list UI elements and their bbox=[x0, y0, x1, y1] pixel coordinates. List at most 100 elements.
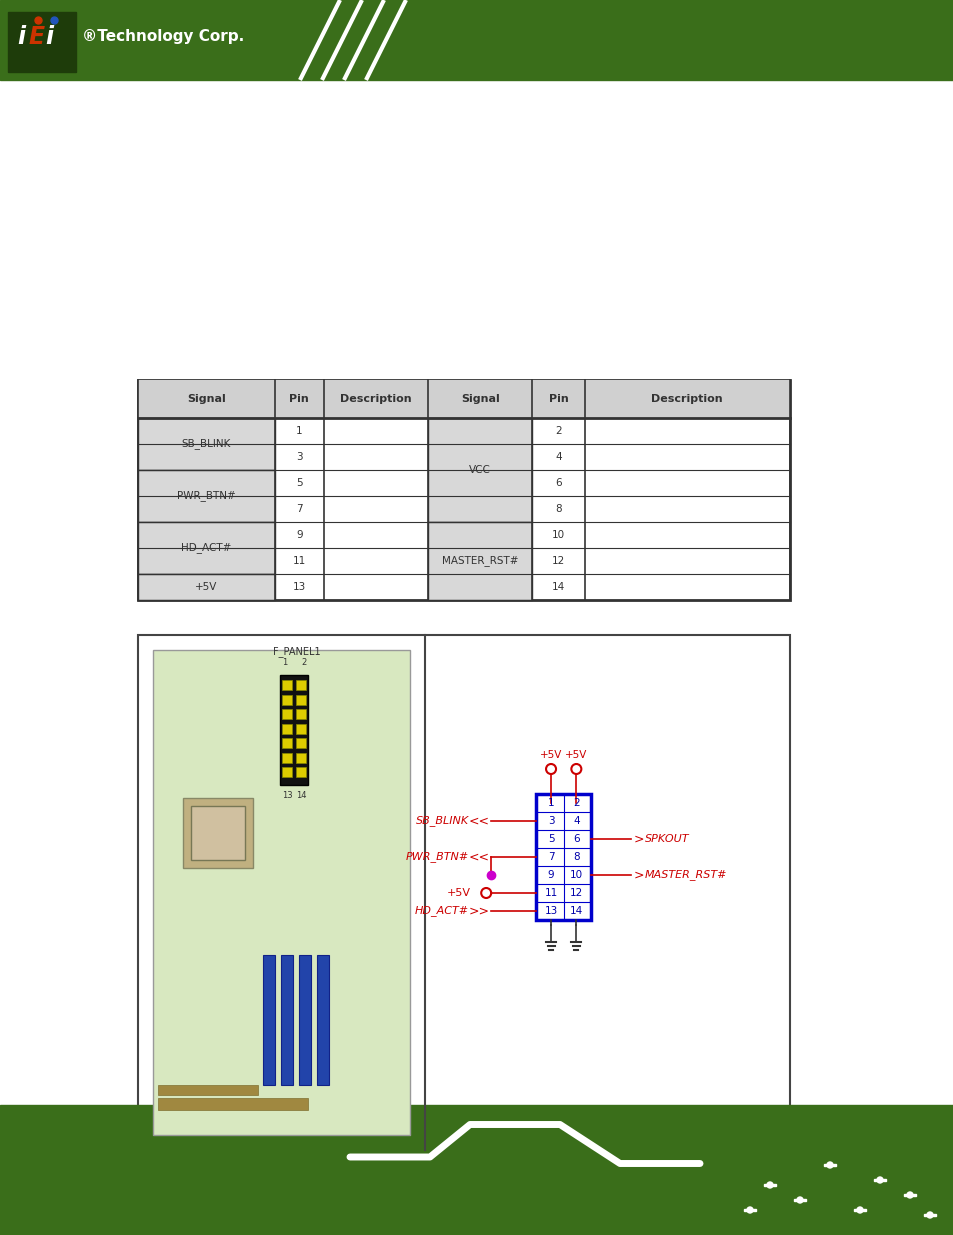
Bar bbox=[298, 955, 311, 1086]
Text: +5V: +5V bbox=[447, 888, 471, 898]
Text: 6: 6 bbox=[573, 834, 579, 844]
Bar bbox=[183, 798, 253, 868]
Text: 11: 11 bbox=[293, 556, 306, 566]
Text: 4: 4 bbox=[555, 452, 561, 462]
Text: +5V: +5V bbox=[564, 750, 587, 760]
Text: +5V: +5V bbox=[539, 750, 561, 760]
Text: i: i bbox=[45, 25, 53, 49]
Bar bbox=[280, 676, 308, 785]
Text: 5: 5 bbox=[295, 478, 302, 488]
Text: 13: 13 bbox=[544, 906, 558, 916]
Text: E: E bbox=[29, 25, 45, 49]
Bar bbox=[743, 1209, 755, 1212]
Text: 7: 7 bbox=[295, 504, 302, 514]
Circle shape bbox=[746, 1207, 752, 1213]
Bar bbox=[853, 1209, 865, 1212]
Bar bbox=[191, 806, 245, 861]
Bar bbox=[282, 709, 292, 719]
Bar bbox=[8, 12, 76, 72]
Bar bbox=[873, 1179, 885, 1181]
Text: Signal: Signal bbox=[187, 394, 226, 404]
Text: 2: 2 bbox=[301, 658, 306, 667]
Bar bbox=[536, 794, 591, 920]
Text: Pin: Pin bbox=[548, 394, 568, 404]
Bar bbox=[281, 955, 293, 1086]
Text: <<: << bbox=[468, 815, 489, 827]
Bar bbox=[0, 0, 953, 80]
Circle shape bbox=[766, 1182, 772, 1188]
Circle shape bbox=[876, 1177, 882, 1183]
Bar bbox=[282, 680, 292, 690]
Text: >: > bbox=[633, 832, 643, 846]
Bar bbox=[296, 724, 306, 734]
Text: 2: 2 bbox=[555, 426, 561, 436]
Bar bbox=[923, 1214, 935, 1216]
Bar bbox=[158, 1086, 257, 1095]
Text: PWR_BTN#: PWR_BTN# bbox=[406, 852, 469, 862]
Text: 13: 13 bbox=[282, 790, 293, 800]
Text: 1: 1 bbox=[547, 798, 554, 808]
Bar bbox=[282, 724, 292, 734]
Bar bbox=[316, 955, 329, 1086]
Text: 14: 14 bbox=[552, 582, 564, 592]
Circle shape bbox=[826, 1162, 832, 1168]
Text: 3: 3 bbox=[547, 816, 554, 826]
Text: i: i bbox=[17, 25, 25, 49]
Text: 10: 10 bbox=[569, 869, 582, 881]
Text: Signal: Signal bbox=[460, 394, 499, 404]
Bar bbox=[138, 522, 274, 574]
Circle shape bbox=[796, 1197, 802, 1203]
Bar bbox=[263, 955, 274, 1086]
Bar bbox=[296, 767, 306, 777]
Text: 8: 8 bbox=[555, 504, 561, 514]
Text: 14: 14 bbox=[569, 906, 582, 916]
Text: MASTER_RST#: MASTER_RST# bbox=[441, 556, 518, 567]
Bar bbox=[763, 1184, 775, 1186]
Bar bbox=[138, 471, 274, 522]
Text: 5: 5 bbox=[547, 834, 554, 844]
Bar bbox=[138, 417, 274, 471]
Bar bbox=[296, 739, 306, 748]
Text: 2: 2 bbox=[573, 798, 579, 808]
Bar bbox=[296, 694, 306, 704]
Bar bbox=[296, 709, 306, 719]
Bar bbox=[282, 739, 292, 748]
Bar bbox=[158, 1098, 308, 1110]
Text: PWR_BTN#: PWR_BTN# bbox=[177, 490, 235, 501]
Circle shape bbox=[906, 1192, 912, 1198]
Text: VCC: VCC bbox=[469, 466, 491, 475]
Text: 13: 13 bbox=[293, 582, 306, 592]
Text: 1: 1 bbox=[282, 658, 287, 667]
Text: 9: 9 bbox=[295, 530, 302, 540]
Text: HD_ACT#: HD_ACT# bbox=[181, 542, 232, 553]
Text: 12: 12 bbox=[569, 888, 582, 898]
Bar bbox=[428, 417, 532, 522]
Bar bbox=[138, 574, 274, 600]
Text: 11: 11 bbox=[544, 888, 558, 898]
Bar bbox=[0, 1105, 953, 1235]
Bar bbox=[138, 380, 789, 600]
Text: 6: 6 bbox=[555, 478, 561, 488]
Bar bbox=[138, 635, 789, 1150]
Text: 14: 14 bbox=[295, 790, 306, 800]
Bar bbox=[282, 767, 292, 777]
Text: SB_BLINK: SB_BLINK bbox=[182, 438, 231, 450]
Text: 8: 8 bbox=[573, 852, 579, 862]
Text: F_PANEL1: F_PANEL1 bbox=[273, 646, 320, 657]
Text: >: > bbox=[633, 868, 643, 882]
Text: 4: 4 bbox=[573, 816, 579, 826]
Bar bbox=[282, 694, 292, 704]
Text: 9: 9 bbox=[547, 869, 554, 881]
Bar bbox=[793, 1199, 805, 1200]
Circle shape bbox=[926, 1212, 932, 1218]
Bar bbox=[138, 380, 789, 417]
Circle shape bbox=[856, 1207, 862, 1213]
Bar bbox=[823, 1165, 835, 1166]
Text: 7: 7 bbox=[547, 852, 554, 862]
Text: 12: 12 bbox=[552, 556, 564, 566]
Bar bbox=[428, 522, 532, 600]
Text: ®Technology Corp.: ®Technology Corp. bbox=[82, 30, 244, 44]
Bar bbox=[296, 752, 306, 762]
Text: SPKOUT: SPKOUT bbox=[644, 834, 689, 844]
Text: HD_ACT#: HD_ACT# bbox=[415, 905, 469, 916]
